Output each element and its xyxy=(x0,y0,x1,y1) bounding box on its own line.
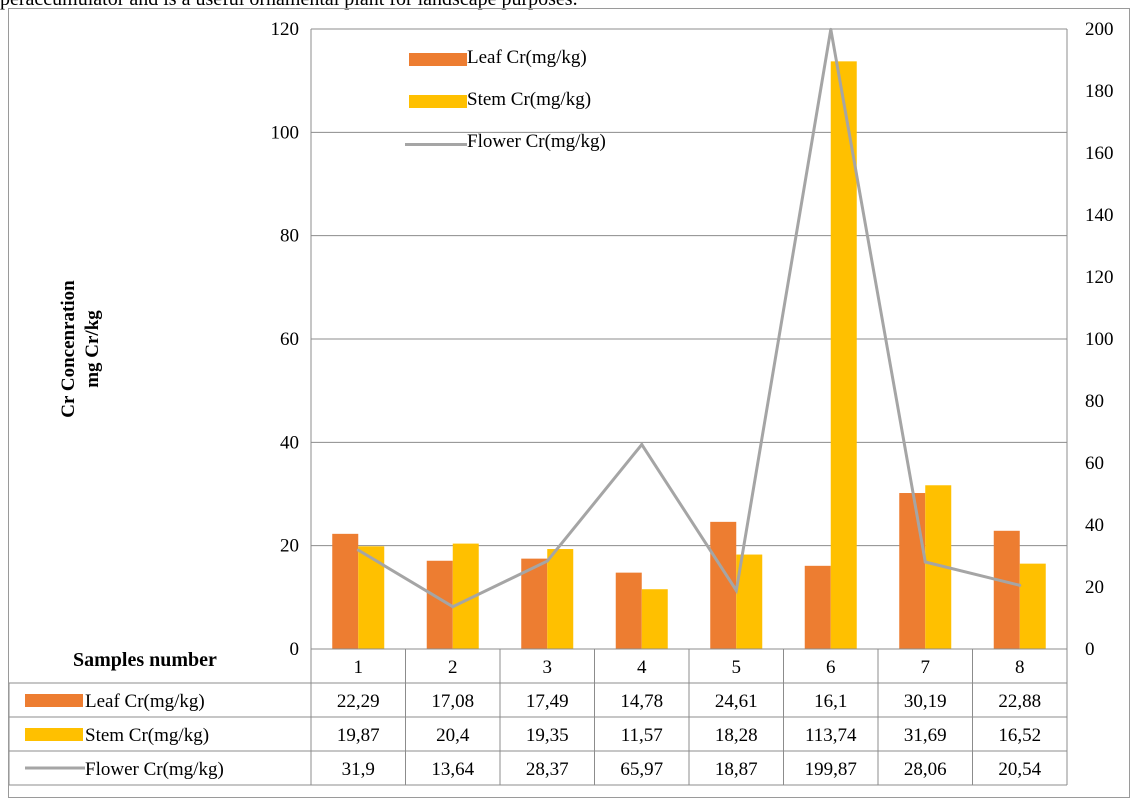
flower-data-point xyxy=(923,560,927,564)
y-tick-label: 0 xyxy=(290,639,300,660)
flower-data-point xyxy=(829,27,833,31)
x-tick-label: 3 xyxy=(543,657,553,678)
bar-stem xyxy=(1019,563,1046,649)
table-row-label-stem: Stem Cr(mg/kg) xyxy=(85,725,209,746)
bar-leaf xyxy=(899,493,926,649)
x-tick-label: 7 xyxy=(921,657,931,678)
data-label-flower: 28,37 xyxy=(526,759,569,780)
table-key-swatch-stem xyxy=(25,728,83,741)
data-label-flower: 199,87 xyxy=(805,759,857,780)
y-tick-label: 20 xyxy=(280,536,299,557)
bar-leaf xyxy=(332,533,359,649)
table-row-label-flower: Flower Cr(mg/kg) xyxy=(85,759,224,780)
y2-tick-label: 160 xyxy=(1085,143,1114,164)
data-label-leaf: 16,1 xyxy=(814,691,847,712)
legend-swatch-leaf xyxy=(409,53,467,66)
x-tick-label: 8 xyxy=(1015,657,1025,678)
x-tick-label: 1 xyxy=(354,657,364,678)
bar-stem xyxy=(641,589,668,649)
data-label-stem: 19,87 xyxy=(337,725,380,746)
x-axis-label: Samples number xyxy=(73,649,217,671)
bar-leaf xyxy=(993,530,1020,649)
y-tick-label: 60 xyxy=(280,329,299,350)
data-label-leaf: 22,29 xyxy=(337,691,380,712)
data-label-flower: 18,87 xyxy=(715,759,758,780)
y-axis-label: Cr Concenration mg Cr/kg xyxy=(57,199,105,499)
data-label-flower: 20,54 xyxy=(998,759,1041,780)
y2-tick-label: 200 xyxy=(1085,19,1114,40)
data-label-leaf: 17,49 xyxy=(526,691,569,712)
chart-frame: 0 20 40 60 80 100 120 0 20 40 60 80 100 120 140 160 180 2… xyxy=(8,8,1130,798)
y2-tick-label: 120 xyxy=(1085,267,1114,288)
flower-data-point xyxy=(1018,583,1022,587)
y-tick-label: 80 xyxy=(280,226,299,247)
data-label-stem: 18,28 xyxy=(715,725,758,746)
y2-tick-label: 20 xyxy=(1085,577,1104,598)
table-key-swatch-leaf xyxy=(25,694,83,707)
flower-data-point xyxy=(451,605,455,609)
y2-tick-label: 140 xyxy=(1085,205,1114,226)
data-label-stem: 20,4 xyxy=(436,725,470,746)
data-label-leaf: 22,88 xyxy=(998,691,1041,712)
y2-tick-label: 60 xyxy=(1085,453,1104,474)
legend-line-flower xyxy=(405,143,467,146)
data-label-leaf: 30,19 xyxy=(904,691,947,712)
data-label-stem: 31,69 xyxy=(904,725,947,746)
data-label-leaf: 24,61 xyxy=(715,691,758,712)
bar-leaf xyxy=(615,572,642,649)
bar-leaf xyxy=(521,558,548,649)
y-tick-label: 100 xyxy=(271,122,300,143)
flower-data-point xyxy=(640,442,644,446)
flower-data-point xyxy=(734,589,738,593)
flower-data-point xyxy=(356,548,360,552)
y-tick-label: 40 xyxy=(280,432,299,453)
flower-data-point xyxy=(545,559,549,563)
caption-text: peraccumulator and is a useful ornamenta… xyxy=(0,0,578,11)
chart-svg: 0204060801001200204060801001201401601802… xyxy=(9,19,1114,786)
y-tick-label: 120 xyxy=(271,19,300,40)
y-axis-label-line-1: Cr Concenration xyxy=(58,280,79,418)
legend-label-stem: Stem Cr(mg/kg) xyxy=(467,89,592,110)
legend-swatch-stem xyxy=(409,95,467,108)
y2-tick-label: 0 xyxy=(1085,639,1095,660)
bar-stem xyxy=(547,549,574,649)
x-tick-label: 6 xyxy=(826,657,836,678)
x-tick-label: 2 xyxy=(448,657,458,678)
data-label-flower: 31,9 xyxy=(342,759,375,780)
data-label-stem: 11,57 xyxy=(621,725,663,746)
data-label-stem: 113,74 xyxy=(805,725,857,746)
data-label-flower: 13,64 xyxy=(431,759,474,780)
legend-label-flower: Flower Cr(mg/kg) xyxy=(467,131,606,152)
data-label-flower: 65,97 xyxy=(620,759,663,780)
data-label-leaf: 17,08 xyxy=(431,691,474,712)
y2-tick-label: 180 xyxy=(1085,81,1114,102)
y-axis-label-line-2: mg Cr/kg xyxy=(82,310,103,388)
x-tick-label: 5 xyxy=(732,657,742,678)
x-tick-label: 4 xyxy=(637,657,647,678)
data-label-stem: 19,35 xyxy=(526,725,569,746)
y2-tick-label: 100 xyxy=(1085,329,1114,350)
table-row-label-leaf: Leaf Cr(mg/kg) xyxy=(85,691,205,712)
data-label-flower: 28,06 xyxy=(904,759,947,780)
bar-leaf xyxy=(804,565,831,649)
data-label-leaf: 14,78 xyxy=(620,691,663,712)
y2-tick-label: 40 xyxy=(1085,515,1104,536)
flower-series-line xyxy=(357,29,1021,609)
legend-label-leaf: Leaf Cr(mg/kg) xyxy=(467,47,587,68)
data-label-stem: 16,52 xyxy=(998,725,1041,746)
y2-tick-label: 80 xyxy=(1085,391,1104,412)
